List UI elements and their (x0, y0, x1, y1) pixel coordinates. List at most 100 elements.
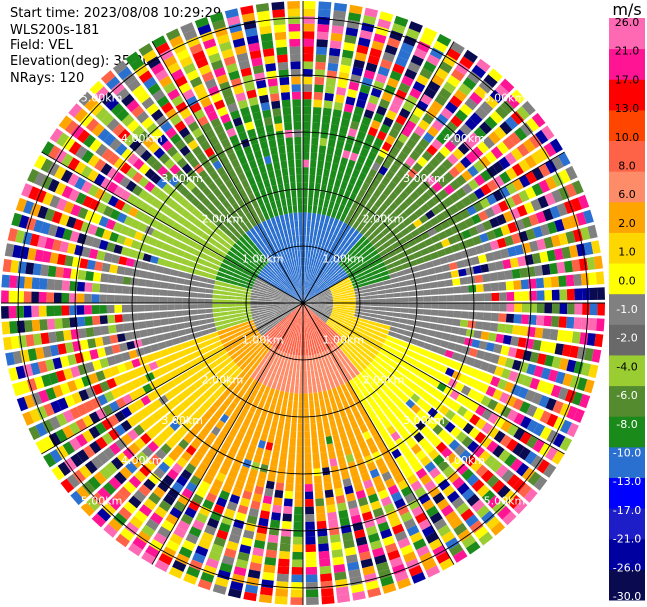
range-gate (59, 241, 69, 253)
range-gate (393, 292, 401, 298)
range-gate (367, 587, 382, 598)
range-gate (171, 462, 184, 474)
range-gate (102, 368, 113, 379)
range-gate (229, 494, 240, 505)
range-gate (499, 248, 510, 259)
range-gate (467, 440, 479, 453)
range-gate (287, 205, 293, 214)
range-gate (589, 303, 598, 316)
range-gate (539, 410, 552, 424)
range-gate (489, 322, 499, 332)
range-gate (411, 352, 421, 361)
range-gate (229, 109, 241, 120)
range-gate (304, 310, 307, 318)
range-gate (156, 134, 169, 146)
range-gate (495, 333, 505, 344)
range-gate (304, 401, 309, 409)
range-gate (284, 183, 290, 192)
range-gate (237, 319, 246, 324)
range-gate (407, 285, 416, 291)
range-gate (410, 404, 421, 414)
range-gate (370, 348, 379, 356)
range-gate (423, 342, 433, 351)
range-gate (313, 276, 318, 284)
range-gate (99, 294, 107, 303)
range-gate (298, 257, 301, 266)
range-gate (370, 291, 378, 296)
range-gate (532, 226, 543, 238)
range-gate (400, 393, 410, 404)
range-gate (270, 318, 278, 324)
range-gate (381, 176, 391, 187)
range-gate (40, 158, 53, 173)
range-gate (352, 335, 360, 343)
range-gate (53, 305, 62, 316)
range-gate (580, 362, 591, 377)
range-gate (317, 298, 326, 301)
range-gate (307, 317, 312, 325)
range-gate (376, 245, 385, 253)
range-gate (541, 125, 555, 141)
range-gate (273, 349, 279, 357)
range-gate (334, 571, 347, 581)
range-gate (220, 307, 228, 312)
range-gate (347, 461, 357, 471)
range-gate (384, 398, 394, 408)
range-gate (352, 367, 360, 376)
range-gate (273, 24, 286, 33)
range-gate (486, 474, 500, 488)
range-gate (218, 349, 227, 357)
range-gate (138, 43, 154, 57)
range-gate (207, 213, 217, 223)
range-gate (408, 426, 420, 437)
range-gate (333, 335, 341, 342)
range-gate (275, 215, 281, 224)
range-gate (144, 304, 153, 312)
range-gate (428, 538, 443, 551)
range-gate (186, 95, 199, 107)
range-gate (406, 474, 419, 485)
range-gate (299, 317, 302, 326)
range-gate (293, 308, 299, 315)
range-gate (202, 334, 212, 341)
range-gate (261, 393, 268, 402)
range-gate (206, 203, 217, 213)
range-gate (424, 162, 436, 174)
range-gate (169, 353, 179, 362)
range-gate (263, 266, 271, 273)
range-gate (381, 91, 393, 103)
range-gate (300, 348, 303, 356)
range-gate (161, 225, 172, 235)
range-gate (100, 325, 110, 335)
range-gate (316, 337, 322, 346)
range-gate (148, 492, 161, 505)
range-gate (461, 535, 477, 549)
range-gate (204, 261, 213, 268)
range-gate (473, 160, 485, 173)
range-gate (87, 154, 100, 168)
range-gate (280, 383, 286, 392)
range-gate (282, 309, 290, 314)
range-gate (189, 304, 198, 309)
range-gate (182, 297, 190, 303)
range-gate (484, 455, 497, 468)
range-gate (323, 474, 332, 483)
range-gate (207, 110, 219, 122)
range-gate (345, 166, 353, 176)
azimuth-spoke (41, 151, 304, 304)
range-gate (433, 40, 448, 53)
range-gate (237, 504, 249, 515)
range-gate (368, 283, 377, 289)
range-gate (558, 169, 571, 184)
range-gate (434, 354, 444, 363)
range-gate (101, 418, 113, 431)
range-gate (198, 282, 207, 288)
range-gate (351, 263, 360, 270)
range-gate (486, 229, 497, 241)
range-gate (269, 328, 277, 335)
range-gate (271, 259, 278, 267)
range-gate (328, 450, 336, 460)
range-gate (318, 300, 326, 303)
range-gate (149, 454, 162, 466)
range-gate (266, 311, 275, 315)
